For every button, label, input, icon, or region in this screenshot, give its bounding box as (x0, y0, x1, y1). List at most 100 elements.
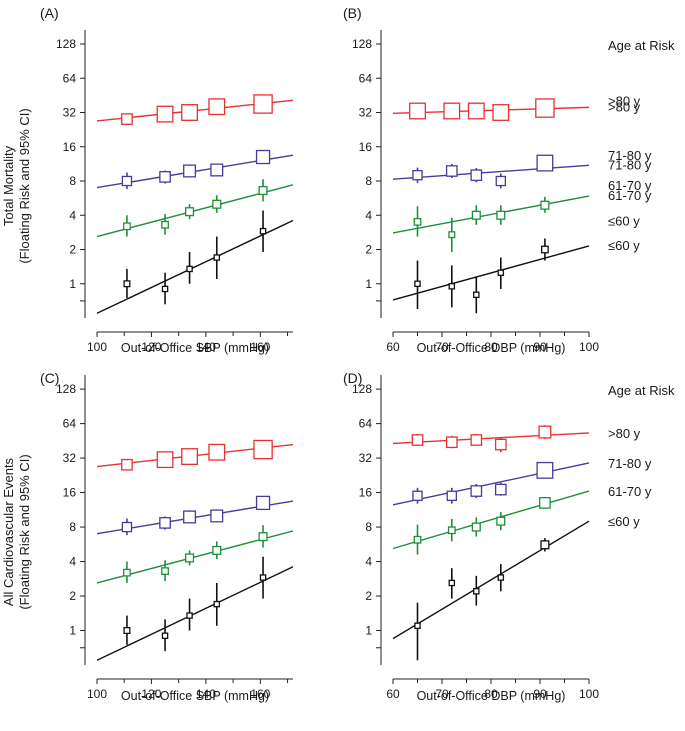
x-axis-label: Out-of-Office SBP (mmHg) (121, 689, 269, 703)
series->80 y (96, 439, 294, 471)
data-point (467, 102, 485, 120)
fit-line (96, 566, 294, 661)
y-tick-label: 8 (69, 520, 76, 534)
data-point (494, 438, 507, 451)
y-tick-label: 16 (359, 486, 373, 500)
series-label: 61-70 y (608, 484, 652, 499)
y-tick-label: 128 (352, 37, 372, 51)
data-point (445, 165, 458, 177)
data-point (536, 154, 554, 172)
data-point (540, 200, 550, 210)
data-point (159, 171, 171, 183)
data-point (255, 149, 271, 165)
y-tick-label: 64 (359, 71, 373, 85)
data-point (496, 210, 506, 220)
x-tick-label: 100 (87, 687, 107, 701)
data-point (470, 485, 483, 497)
data-point (473, 291, 480, 299)
data-point (470, 169, 483, 182)
series->80 y: >80 y (96, 93, 641, 125)
y-tick-label: 1 (365, 277, 372, 291)
y-tick-label: 16 (63, 140, 77, 154)
series-label: ≤60 y (608, 238, 640, 253)
series->80 y: >80 y (392, 98, 641, 121)
data-point (448, 231, 456, 239)
series-label: 71-80 y (608, 148, 652, 163)
data-point (473, 588, 480, 595)
data-point (161, 285, 169, 293)
y-tick-label: 64 (359, 417, 373, 431)
y-tick-label: 1 (365, 624, 372, 638)
data-point (255, 495, 271, 511)
fit-line (392, 195, 590, 234)
data-point (121, 458, 133, 471)
y-tick-label: 128 (56, 37, 76, 51)
data-point (210, 163, 224, 177)
data-point (411, 434, 424, 446)
data-point (181, 104, 199, 121)
fit-line (392, 245, 590, 301)
x-tick-label: 60 (386, 340, 400, 354)
data-point (210, 509, 224, 523)
data-point (185, 207, 195, 217)
data-point (183, 164, 197, 178)
x-tick-label: 70 (435, 340, 449, 354)
data-point (471, 210, 481, 220)
series-61-70 y: 61-70 y (392, 188, 652, 253)
data-point (541, 245, 549, 254)
data-point (539, 497, 551, 509)
data-point (186, 265, 193, 273)
y-tick-label: 32 (63, 451, 77, 465)
series-label: ≤60 y (608, 213, 640, 228)
data-point (156, 105, 174, 123)
series-61-70 y: 61-70 y (96, 178, 652, 238)
data-point (121, 113, 133, 125)
series-≤60 y (96, 556, 294, 661)
data-point (536, 461, 554, 479)
ylabel-bottom-line1: All Cardiovascular Events (1, 457, 16, 606)
data-point (535, 98, 555, 118)
series-label: >80 y (608, 99, 641, 114)
data-point (123, 222, 131, 231)
series-≤60 y: ≤60 y (96, 210, 640, 314)
data-point (471, 522, 481, 532)
fit-line (392, 462, 590, 506)
legend-title: Age at Risk (608, 38, 675, 53)
panel-label: (C) (40, 370, 59, 386)
data-point (448, 283, 456, 290)
fit-line (392, 432, 590, 445)
data-point (447, 526, 456, 535)
panel-2: (C) 1 2 4 8 16 32 64 128 100 120 140 160Out-of-Offic… (40, 370, 294, 703)
series->80 y: >80 y (392, 425, 641, 453)
fit-line (392, 490, 590, 550)
data-point (208, 98, 226, 116)
data-point (413, 217, 422, 226)
data-point (414, 622, 421, 630)
data-point (253, 94, 273, 114)
data-point (258, 185, 268, 196)
series-71-80 y (96, 495, 294, 536)
x-tick-label: 80 (484, 340, 498, 354)
series-label: 61-70 y (608, 188, 652, 203)
data-point (492, 104, 510, 121)
data-point (414, 280, 421, 288)
y-tick-label: 4 (69, 555, 76, 569)
series-≤60 y: ≤60 y (392, 514, 640, 661)
data-point (161, 567, 169, 576)
x-tick-label: 90 (533, 340, 547, 354)
data-point (412, 169, 423, 181)
y-tick-label: 2 (69, 243, 76, 257)
series-label: ≤60 y (608, 514, 640, 529)
legend-title: Age at Risk (608, 383, 675, 398)
y-tick-label: 1 (69, 277, 76, 291)
data-point (470, 434, 483, 446)
x-tick-label: 160 (250, 687, 270, 701)
panel-3: (D) 1 2 4 8 16 32 64 128 60 70 80 90 100 Out-of-Office… (343, 370, 675, 703)
x-tick-label: 90 (533, 687, 547, 701)
data-point (253, 439, 273, 460)
x-tick-label: 100 (579, 687, 599, 701)
series-label: 71-80 y (608, 456, 652, 471)
fit-line (392, 520, 590, 640)
